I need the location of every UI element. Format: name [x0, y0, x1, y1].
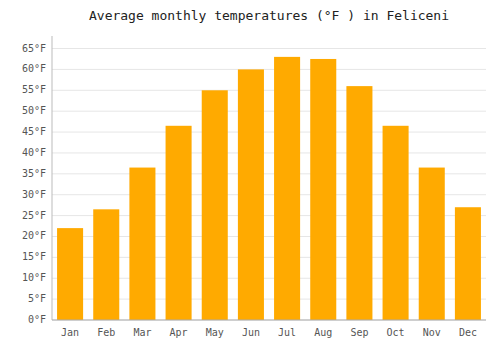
- chart-svg: Average monthly temperatures (°F ) in Fe…: [0, 0, 500, 350]
- bar: [238, 69, 264, 320]
- y-tick-label: 45°F: [22, 126, 46, 137]
- bars: [57, 57, 481, 320]
- grid-line: [52, 320, 486, 321]
- y-tick-label: 0°F: [28, 314, 46, 325]
- x-tick-label: Apr: [170, 327, 188, 338]
- bar: [166, 126, 192, 320]
- y-tick-label: 55°F: [22, 84, 46, 95]
- grid-line: [52, 152, 486, 153]
- page: {"chart_data": {"type": "bar", "title": …: [0, 0, 500, 350]
- x-tick-label: Sep: [350, 327, 368, 338]
- bar: [310, 59, 336, 320]
- y-tick-label: 20°F: [22, 230, 46, 241]
- x-tick-label: Aug: [314, 327, 332, 338]
- x-tick-label: May: [206, 327, 224, 338]
- y-grid: [52, 49, 486, 320]
- y-tick-label: 65°F: [22, 43, 46, 54]
- y-tick-label: 35°F: [22, 168, 46, 179]
- chart-title: Average monthly temperatures (°F ) in Fe…: [89, 8, 449, 23]
- x-tick-label: Jul: [278, 327, 296, 338]
- bar: [93, 209, 119, 320]
- x-tick-label: Mar: [133, 327, 151, 338]
- grid-line: [52, 132, 486, 133]
- grid-line: [52, 90, 486, 91]
- bar: [346, 86, 372, 320]
- x-tick-label: Oct: [387, 327, 405, 338]
- x-tick-label: Jan: [61, 327, 79, 338]
- y-tick-label: 10°F: [22, 272, 46, 283]
- bar: [202, 90, 228, 320]
- x-tick-label: Nov: [423, 327, 441, 338]
- y-tick-label: 15°F: [22, 251, 46, 262]
- bar: [455, 207, 481, 320]
- x-tick-labels: Jan Feb Mar Apr May Jun Jul Aug Sep Oct Nov Dec: [61, 327, 477, 338]
- x-tick-label: Jun: [242, 327, 260, 338]
- y-tick-label: 50°F: [22, 105, 46, 116]
- y-tick-labels: 0°F 5°F 10°F 15°F 20°F 25°F 30°F 35°F 40°F 45°F 50…: [22, 43, 46, 325]
- grid-line: [52, 69, 486, 70]
- x-axis-line: [52, 320, 486, 321]
- bar: [383, 126, 409, 320]
- bar: [57, 228, 83, 320]
- y-tick-label: 30°F: [22, 189, 46, 200]
- chart-container: Average monthly temperatures (°F ) in Fe…: [0, 0, 500, 350]
- bar: [419, 168, 445, 320]
- grid-line: [52, 48, 486, 49]
- y-tick-label: 60°F: [22, 63, 46, 74]
- y-axis-line: [52, 36, 53, 320]
- bar: [274, 57, 300, 320]
- x-tick-label: Dec: [459, 327, 477, 338]
- x-tick-label: Feb: [97, 327, 115, 338]
- y-tick-label: 5°F: [28, 293, 46, 304]
- bar: [129, 168, 155, 320]
- y-tick-label: 40°F: [22, 147, 46, 158]
- y-tick-label: 25°F: [22, 210, 46, 221]
- grid-line: [52, 111, 486, 112]
